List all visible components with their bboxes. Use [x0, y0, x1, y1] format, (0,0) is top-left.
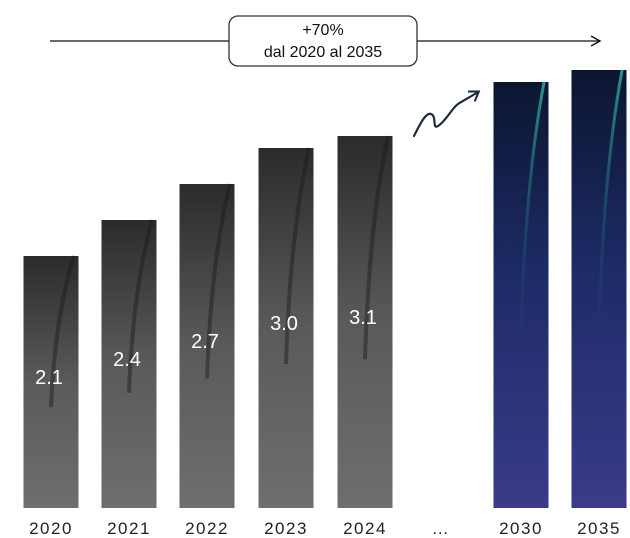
- bar-2020: [23, 255, 79, 508]
- value-label-2022: 2.7: [191, 331, 219, 353]
- bar-2030: [493, 81, 549, 508]
- x-tick-label-ellipsis: …: [432, 519, 451, 538]
- bar-highlight-2030: [519, 81, 546, 338]
- x-tick-label-2035: 2035: [577, 519, 621, 538]
- bar-2024: [337, 135, 393, 508]
- trend-squiggle-arrow: [412, 90, 481, 138]
- bars-group: [23, 69, 627, 508]
- growth-callout-line2: dal 2020 al 2035: [264, 44, 382, 61]
- x-tick-label-2021: 2021: [107, 519, 151, 538]
- x-tick-label-2020: 2020: [29, 519, 73, 538]
- bar-fill-2020: [23, 256, 79, 508]
- x-tick-label-2024: 2024: [343, 519, 387, 538]
- bar-highlight-2023: [284, 147, 312, 365]
- x-tick-label-2022: 2022: [185, 519, 229, 538]
- bar-fill-2024: [337, 136, 393, 508]
- bar-fill-2021: [101, 220, 157, 508]
- value-label-2020: 2.1: [35, 367, 63, 389]
- x-axis-tick-labels: 2020 2021 2022 2023 2024 … 2030 2035: [29, 519, 621, 538]
- growth-callout-line1: +70%: [302, 22, 343, 39]
- x-tick-label-2023: 2023: [264, 519, 308, 538]
- bar-fill-2022: [179, 184, 235, 508]
- bar-highlight-2022: [205, 183, 233, 379]
- x-tick-label-2030: 2030: [499, 519, 543, 538]
- value-label-2024: 3.1: [349, 307, 377, 329]
- bar-2021: [101, 219, 157, 508]
- value-labels-group: 2.1 2.4 2.7 3.0 3.1: [35, 307, 377, 389]
- growth-annotation: +70% dal 2020 al 2035: [50, 15, 602, 67]
- bar-2022: [179, 183, 235, 508]
- value-label-2023: 3.0: [270, 313, 298, 335]
- bar-highlight-2020: [49, 255, 77, 408]
- bar-highlight-2035: [597, 69, 624, 333]
- bar-2023: [258, 147, 314, 508]
- bar-2035: [571, 69, 627, 508]
- value-label-2021: 2.4: [113, 349, 141, 371]
- growth-callout-box: [228, 15, 418, 67]
- bar-highlight-2024: [363, 135, 391, 360]
- bar-highlight-2021: [127, 219, 155, 393]
- bar-fill-2023: [258, 148, 314, 508]
